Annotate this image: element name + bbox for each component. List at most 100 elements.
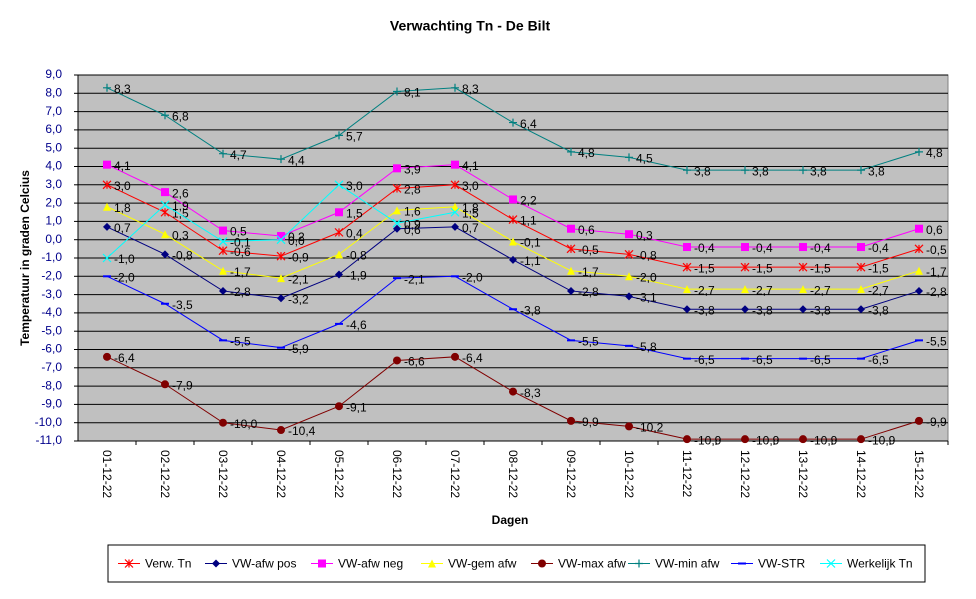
marker — [277, 232, 285, 241]
marker — [509, 195, 517, 204]
marker — [509, 387, 517, 396]
data-label: 0,6 — [578, 223, 595, 237]
marker — [276, 251, 286, 261]
data-label: -2,7 — [810, 283, 831, 297]
data-label: -10,9 — [752, 433, 780, 447]
marker — [799, 305, 807, 314]
marker — [393, 164, 401, 173]
y-tick-label: 4,0 — [45, 159, 62, 173]
marker — [161, 188, 169, 197]
marker — [219, 266, 227, 275]
marker — [276, 235, 286, 245]
marker — [625, 272, 633, 281]
data-label: -0,4 — [694, 241, 715, 255]
y-tick-label: 1,0 — [45, 214, 62, 228]
marker — [161, 250, 169, 259]
marker — [103, 352, 111, 361]
x-tick-label: 09-12-22 — [564, 450, 578, 498]
data-label: 2,2 — [520, 194, 537, 208]
marker — [625, 153, 633, 162]
marker — [741, 285, 749, 294]
data-label: -1,0 — [114, 252, 135, 266]
marker — [682, 262, 692, 272]
data-label: 1,8 — [462, 201, 479, 215]
marker — [741, 305, 749, 314]
marker — [103, 160, 111, 169]
data-label: 4,8 — [578, 146, 595, 160]
data-label: -0,4 — [868, 241, 889, 255]
data-label: -0,1 — [520, 236, 541, 250]
data-label: -10,2 — [636, 421, 664, 435]
legend-label: VW-min afw — [655, 557, 720, 571]
marker — [160, 200, 170, 210]
data-label: -3,5 — [172, 298, 193, 312]
marker — [683, 305, 691, 314]
y-tick-label: -2,0 — [41, 268, 62, 282]
marker — [915, 147, 923, 156]
data-label: -5,9 — [288, 342, 309, 356]
data-label: -5,5 — [926, 335, 947, 349]
y-tick-label: 5,0 — [45, 140, 62, 154]
marker — [428, 559, 436, 568]
x-tick-label: 01-12-22 — [100, 450, 114, 498]
data-label: 3,0 — [462, 179, 479, 193]
marker — [509, 118, 517, 127]
data-label: -6,4 — [114, 351, 135, 365]
data-label: -0,1 — [230, 236, 251, 250]
marker — [219, 226, 227, 235]
marker — [566, 244, 576, 254]
data-label: 0,3 — [172, 228, 189, 242]
marker — [826, 559, 836, 568]
legend — [107, 544, 926, 583]
data-label: 0,9 — [404, 217, 421, 231]
marker — [393, 87, 401, 96]
marker — [335, 402, 343, 411]
data-label: 3,9 — [404, 163, 421, 177]
data-label: -2,7 — [752, 283, 773, 297]
marker — [509, 237, 517, 246]
data-label: -6,4 — [462, 351, 483, 365]
y-tick-label: 6,0 — [45, 122, 62, 136]
marker — [451, 202, 459, 211]
data-label: -3,8 — [868, 303, 889, 317]
data-label: -1,5 — [868, 261, 889, 275]
data-label: 1,8 — [114, 201, 131, 215]
marker — [451, 160, 459, 169]
legend-label: VW-STR — [758, 557, 805, 571]
data-label: -10,0 — [230, 417, 258, 431]
data-label: -0,5 — [578, 243, 599, 257]
marker — [103, 202, 111, 211]
marker — [161, 380, 169, 389]
marker — [450, 180, 460, 190]
marker — [508, 215, 518, 224]
y-tick-label: 0,0 — [45, 232, 62, 246]
data-label: -1,9 — [346, 269, 367, 283]
marker — [218, 237, 228, 246]
data-label: -3,8 — [752, 303, 773, 317]
marker — [915, 266, 923, 275]
data-label: -2,1 — [404, 272, 425, 286]
y-tick-label: -10,0 — [35, 415, 63, 429]
marker — [334, 180, 344, 190]
series: 1,8 0,3 -1,7 -2,1 -0,8 1,6 1,8 -0,1 -1,7 -2,0 -2,7… — [103, 201, 947, 297]
x-tick-label: 08-12-22 — [506, 450, 520, 498]
marker — [799, 285, 807, 294]
data-label: -1,7 — [578, 265, 599, 279]
marker — [219, 286, 227, 295]
series: -2,0 -3,5 -5,5 -5,9 -4,6 -2,1 -2,0 -3,8 -5,5 -5,8… — [103, 270, 947, 367]
data-label: -1,7 — [230, 265, 251, 279]
data-label: 3,8 — [868, 164, 885, 178]
y-tick-label: -3,0 — [41, 287, 62, 301]
data-label: 5,7 — [346, 130, 363, 144]
data-label: -10,4 — [288, 424, 316, 438]
marker — [102, 253, 112, 263]
data-label: 3,8 — [810, 164, 827, 178]
data-label: -9,9 — [578, 415, 599, 429]
y-tick-label: 8,0 — [45, 85, 62, 99]
data-label: -9,1 — [346, 400, 367, 414]
x-tick-label: 15-12-22 — [912, 450, 926, 498]
marker — [625, 230, 633, 239]
data-label: 1,1 — [520, 214, 537, 228]
data-label: -3,1 — [636, 291, 657, 305]
data-label: 3,0 — [346, 179, 363, 193]
